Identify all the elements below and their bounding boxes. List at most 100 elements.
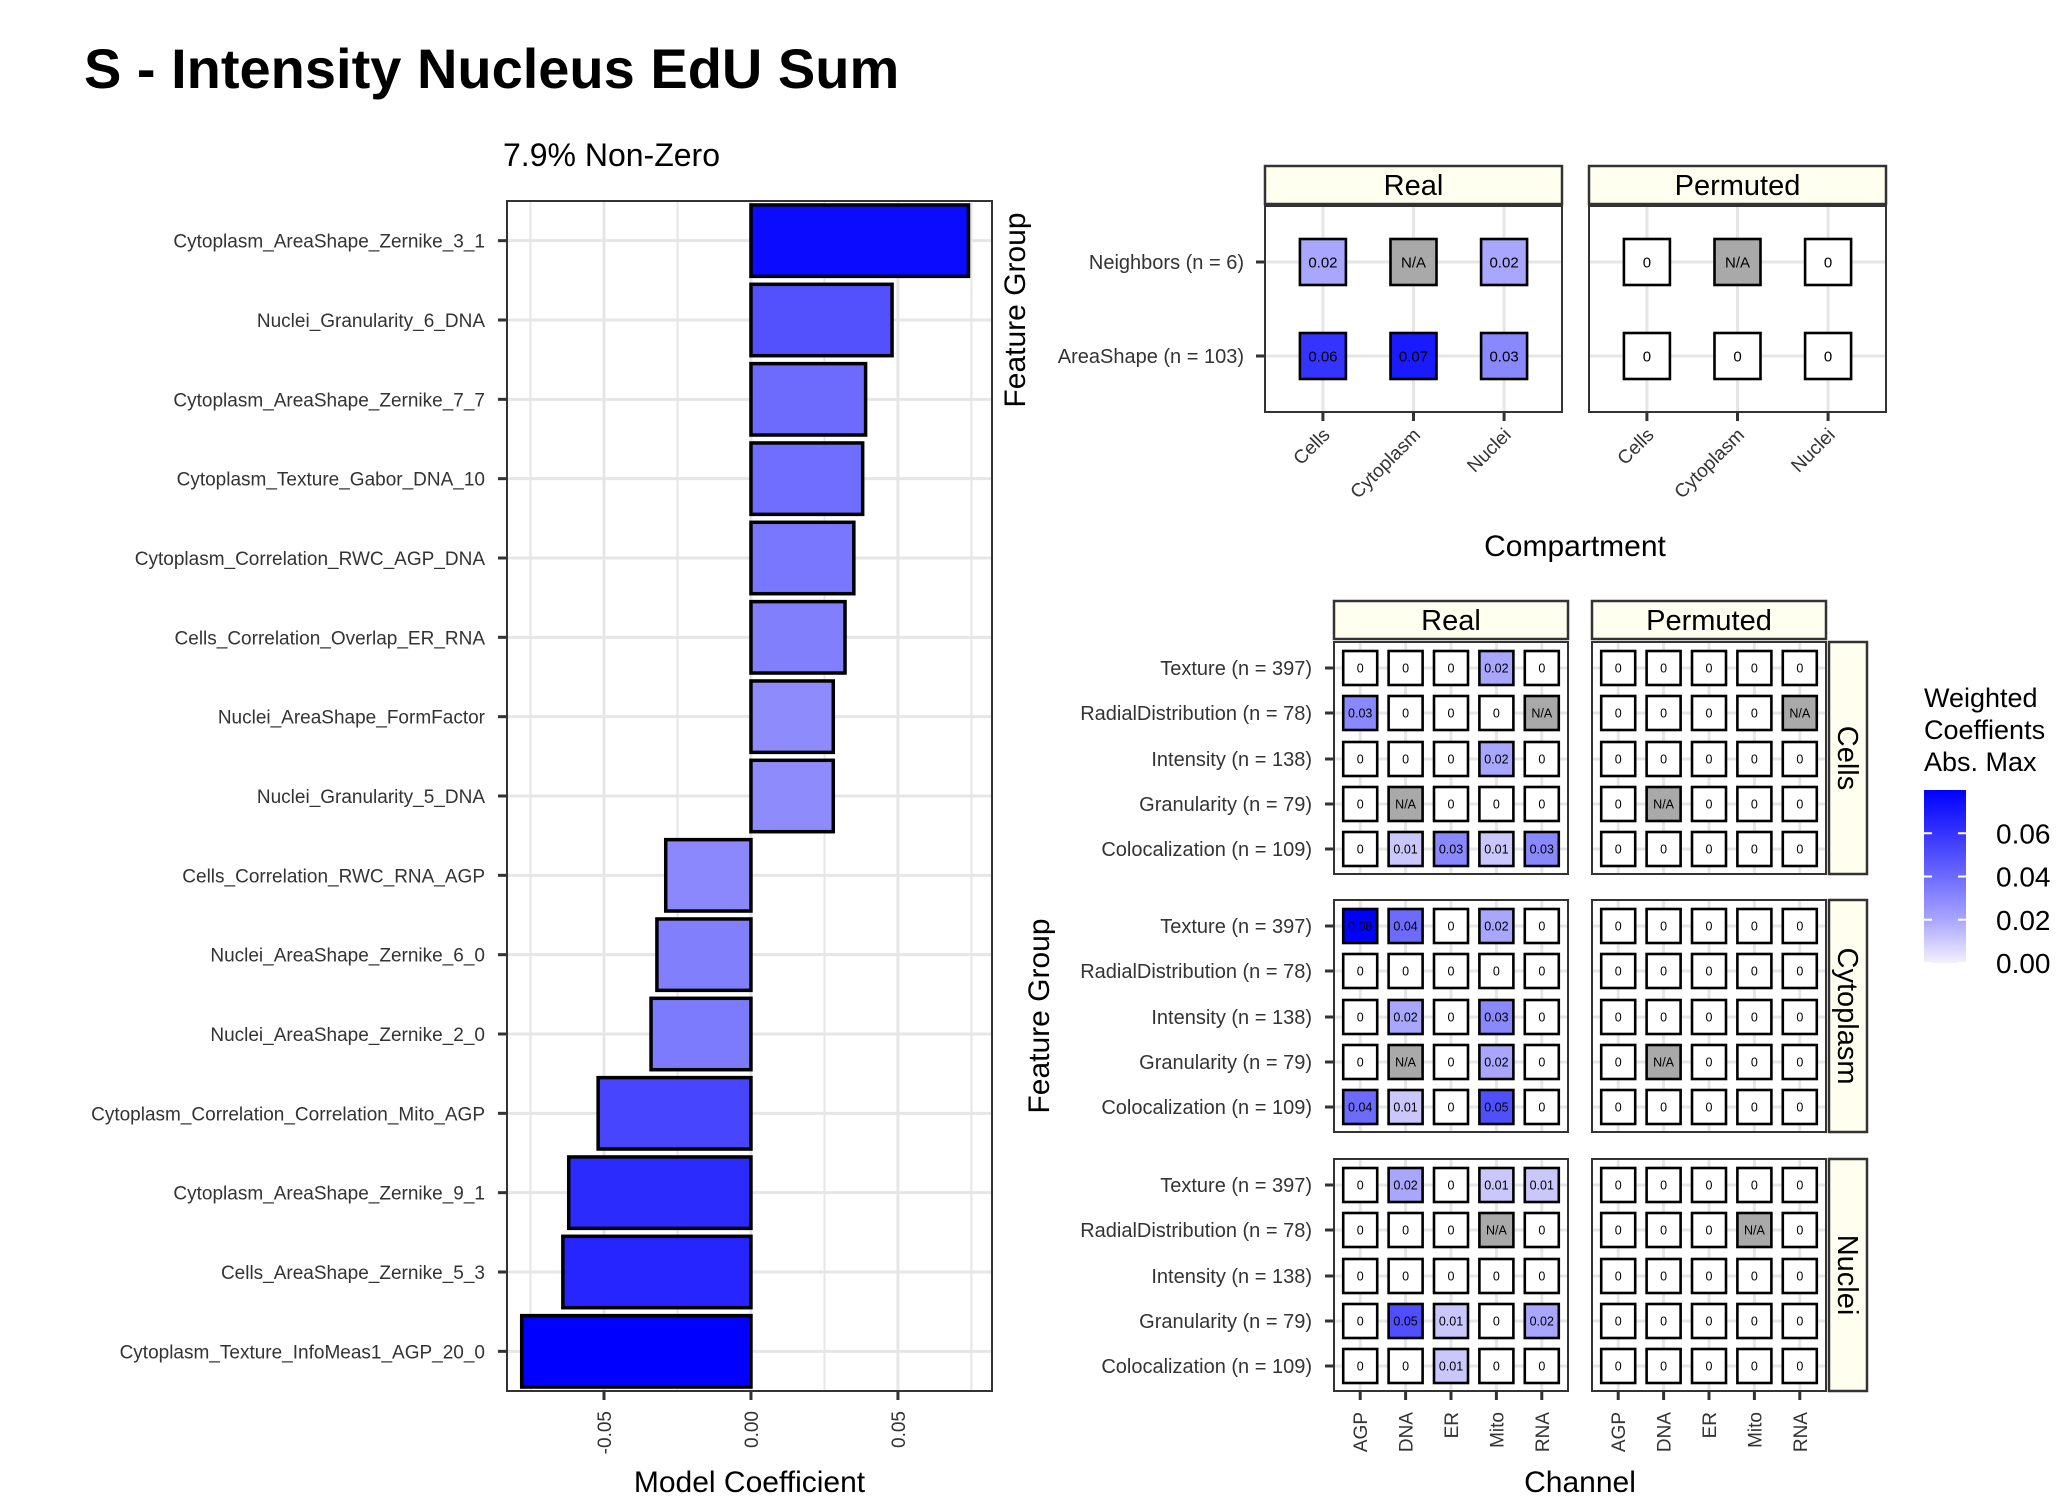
legend-tick-label: 0.02 [1996,905,2051,936]
heatmap-cell [1478,1257,1515,1295]
heatmap-cell-label: 0 [1751,662,1758,676]
y-tick-label: Colocalization (n = 109) [1101,1356,1312,1378]
bar-category-label: Cells_AreaShape_Zernike_5_3 [221,1263,485,1284]
facet-strip [1587,164,1888,206]
facet-strip [1263,164,1564,206]
facet-strip-label: Cells [1831,726,1863,790]
heatmap-cell [1478,1211,1515,1249]
heatmap-cell-label: 0 [1824,254,1832,271]
heatmap-cell-label: 0 [1660,662,1667,676]
y-tick-label: Granularity (n = 79) [1139,1311,1312,1333]
heatmap-cell [1690,649,1728,687]
heatmap-cell [1690,1211,1728,1249]
x-tick-label: Mito [1745,1412,1766,1448]
heatmap-cell-label: 0.07 [1399,348,1428,365]
heatmap-cell-label: 0 [1643,348,1651,365]
bar [566,1155,753,1231]
heatmap-cell [1387,1211,1424,1249]
bar-category-label: Nuclei_AreaShape_Zernike_2_0 [210,1025,485,1046]
legend-title: Weighted [1924,683,2038,713]
heatmap-cell-label: 0 [1448,1056,1455,1070]
heatmap-cell [1599,1257,1637,1295]
heatmap-cell [1599,1347,1637,1385]
facet-border [1591,899,1827,1133]
y-tick-label: Texture (n = 397) [1160,916,1312,938]
bar-chart-title: 7.9% Non-Zero [503,137,720,173]
heatmap-cell [1599,1302,1637,1340]
heatmap-cell [1341,740,1379,778]
heatmap-cell-label: 0 [1796,965,1803,979]
heatmap-cell-label: 0 [1751,753,1758,767]
bar-category-label: Cytoplasm_AreaShape_Zernike_7_7 [173,390,485,411]
y-tick-label: Texture (n = 397) [1160,658,1312,680]
heatmap-cell [1432,830,1470,868]
heatmap-cell-label: 0 [1706,753,1713,767]
heatmap-cell-label: 0 [1706,1315,1713,1329]
heatmap-cell [1298,237,1348,287]
legend-title: Coeffients [1924,715,2045,745]
heatmap-cell [1645,907,1682,945]
heatmap-cell-label: 0 [1796,1315,1803,1329]
heatmap-cell [1387,694,1424,732]
bar-category-label: Cytoplasm_Correlation_RWC_AGP_DNA [135,549,486,570]
heatmap-cell-label: 0 [1357,1011,1364,1025]
heatmap-cell-label: 0 [1448,1270,1455,1284]
heatmap-cell-label: 0 [1615,753,1622,767]
heatmap-cell [1341,998,1379,1036]
heatmap-cell-label: 0.01 [1530,1179,1554,1193]
heatmap-cell-label: 0 [1493,798,1500,812]
heatmap-cell-label: 0 [1402,1224,1409,1238]
heatmap-cell [1690,1043,1728,1081]
heatmap-cell-label: 0 [1796,662,1803,676]
heatmap-cell-label: 0.02 [1484,920,1508,934]
y-tick-label: Granularity (n = 79) [1139,1052,1312,1074]
heatmap-cell-label: 0.02 [1308,254,1337,271]
heatmap-cell-label: 0 [1402,753,1409,767]
heatmap-cell [1478,907,1515,945]
heatmap-cell [1432,1211,1470,1249]
heatmap-cell [1599,785,1637,823]
heatmap-cell-label: 0 [1615,965,1622,979]
heatmap-cell [1387,1166,1424,1204]
heatmap-cell-label: 0 [1493,1360,1500,1374]
heatmap-cell-label: 0.02 [1484,662,1508,676]
bar [655,917,753,993]
heatmap-cell-label: 0 [1493,1315,1500,1329]
heatmap-cell-label: 0 [1615,920,1622,934]
heatmap-cell-label: 0 [1493,707,1500,721]
heatmap-cell-label: 0 [1751,1011,1758,1025]
heatmap-cell-label: 0 [1796,1179,1803,1193]
heatmap-cell [1736,830,1773,868]
heatmap-cell-label: 0.03 [1489,348,1518,365]
heatmap-cell-label: 0 [1796,1224,1803,1238]
heatmap-cell-label: 0 [1448,798,1455,812]
heatmap-cell-label: 0 [1706,1270,1713,1284]
heatmap-cell [1781,998,1819,1036]
heatmap-cell-label: 0 [1357,1315,1364,1329]
heatmap-cell-label: 0 [1796,798,1803,812]
heatmap-cell-label: 0 [1357,662,1364,676]
heatmap-cell-label: 0 [1796,920,1803,934]
y-tick-label: Intensity (n = 138) [1151,749,1312,771]
heatmap-cell-label: 0.01 [1484,1179,1508,1193]
heatmap-cell [1736,1043,1773,1081]
x-tick-label: DNA [1397,1412,1418,1452]
y-tick-label: Colocalization (n = 109) [1101,839,1312,861]
heatmap-cell-label: 0 [1538,920,1545,934]
heatmap-cell [1690,1347,1728,1385]
heatmap-cell-label: 0 [1706,1224,1713,1238]
heatmap-cell-label: 0 [1402,662,1409,676]
heatmap-cell-label: 0 [1660,753,1667,767]
heatmap-cell [1478,1347,1515,1385]
heatmap-cell [1523,1211,1561,1249]
heatmap-cell [1387,785,1424,823]
bar [596,1075,753,1151]
bottom-x-axis-title: Channel [1524,1466,1636,1499]
heatmap-cell [1690,785,1728,823]
heatmap-cell-label: 0.04 [1348,1101,1372,1115]
x-tick-label: -0.05 [595,1411,616,1454]
heatmap-cell [1523,998,1561,1036]
heatmap-cell [1690,998,1728,1036]
